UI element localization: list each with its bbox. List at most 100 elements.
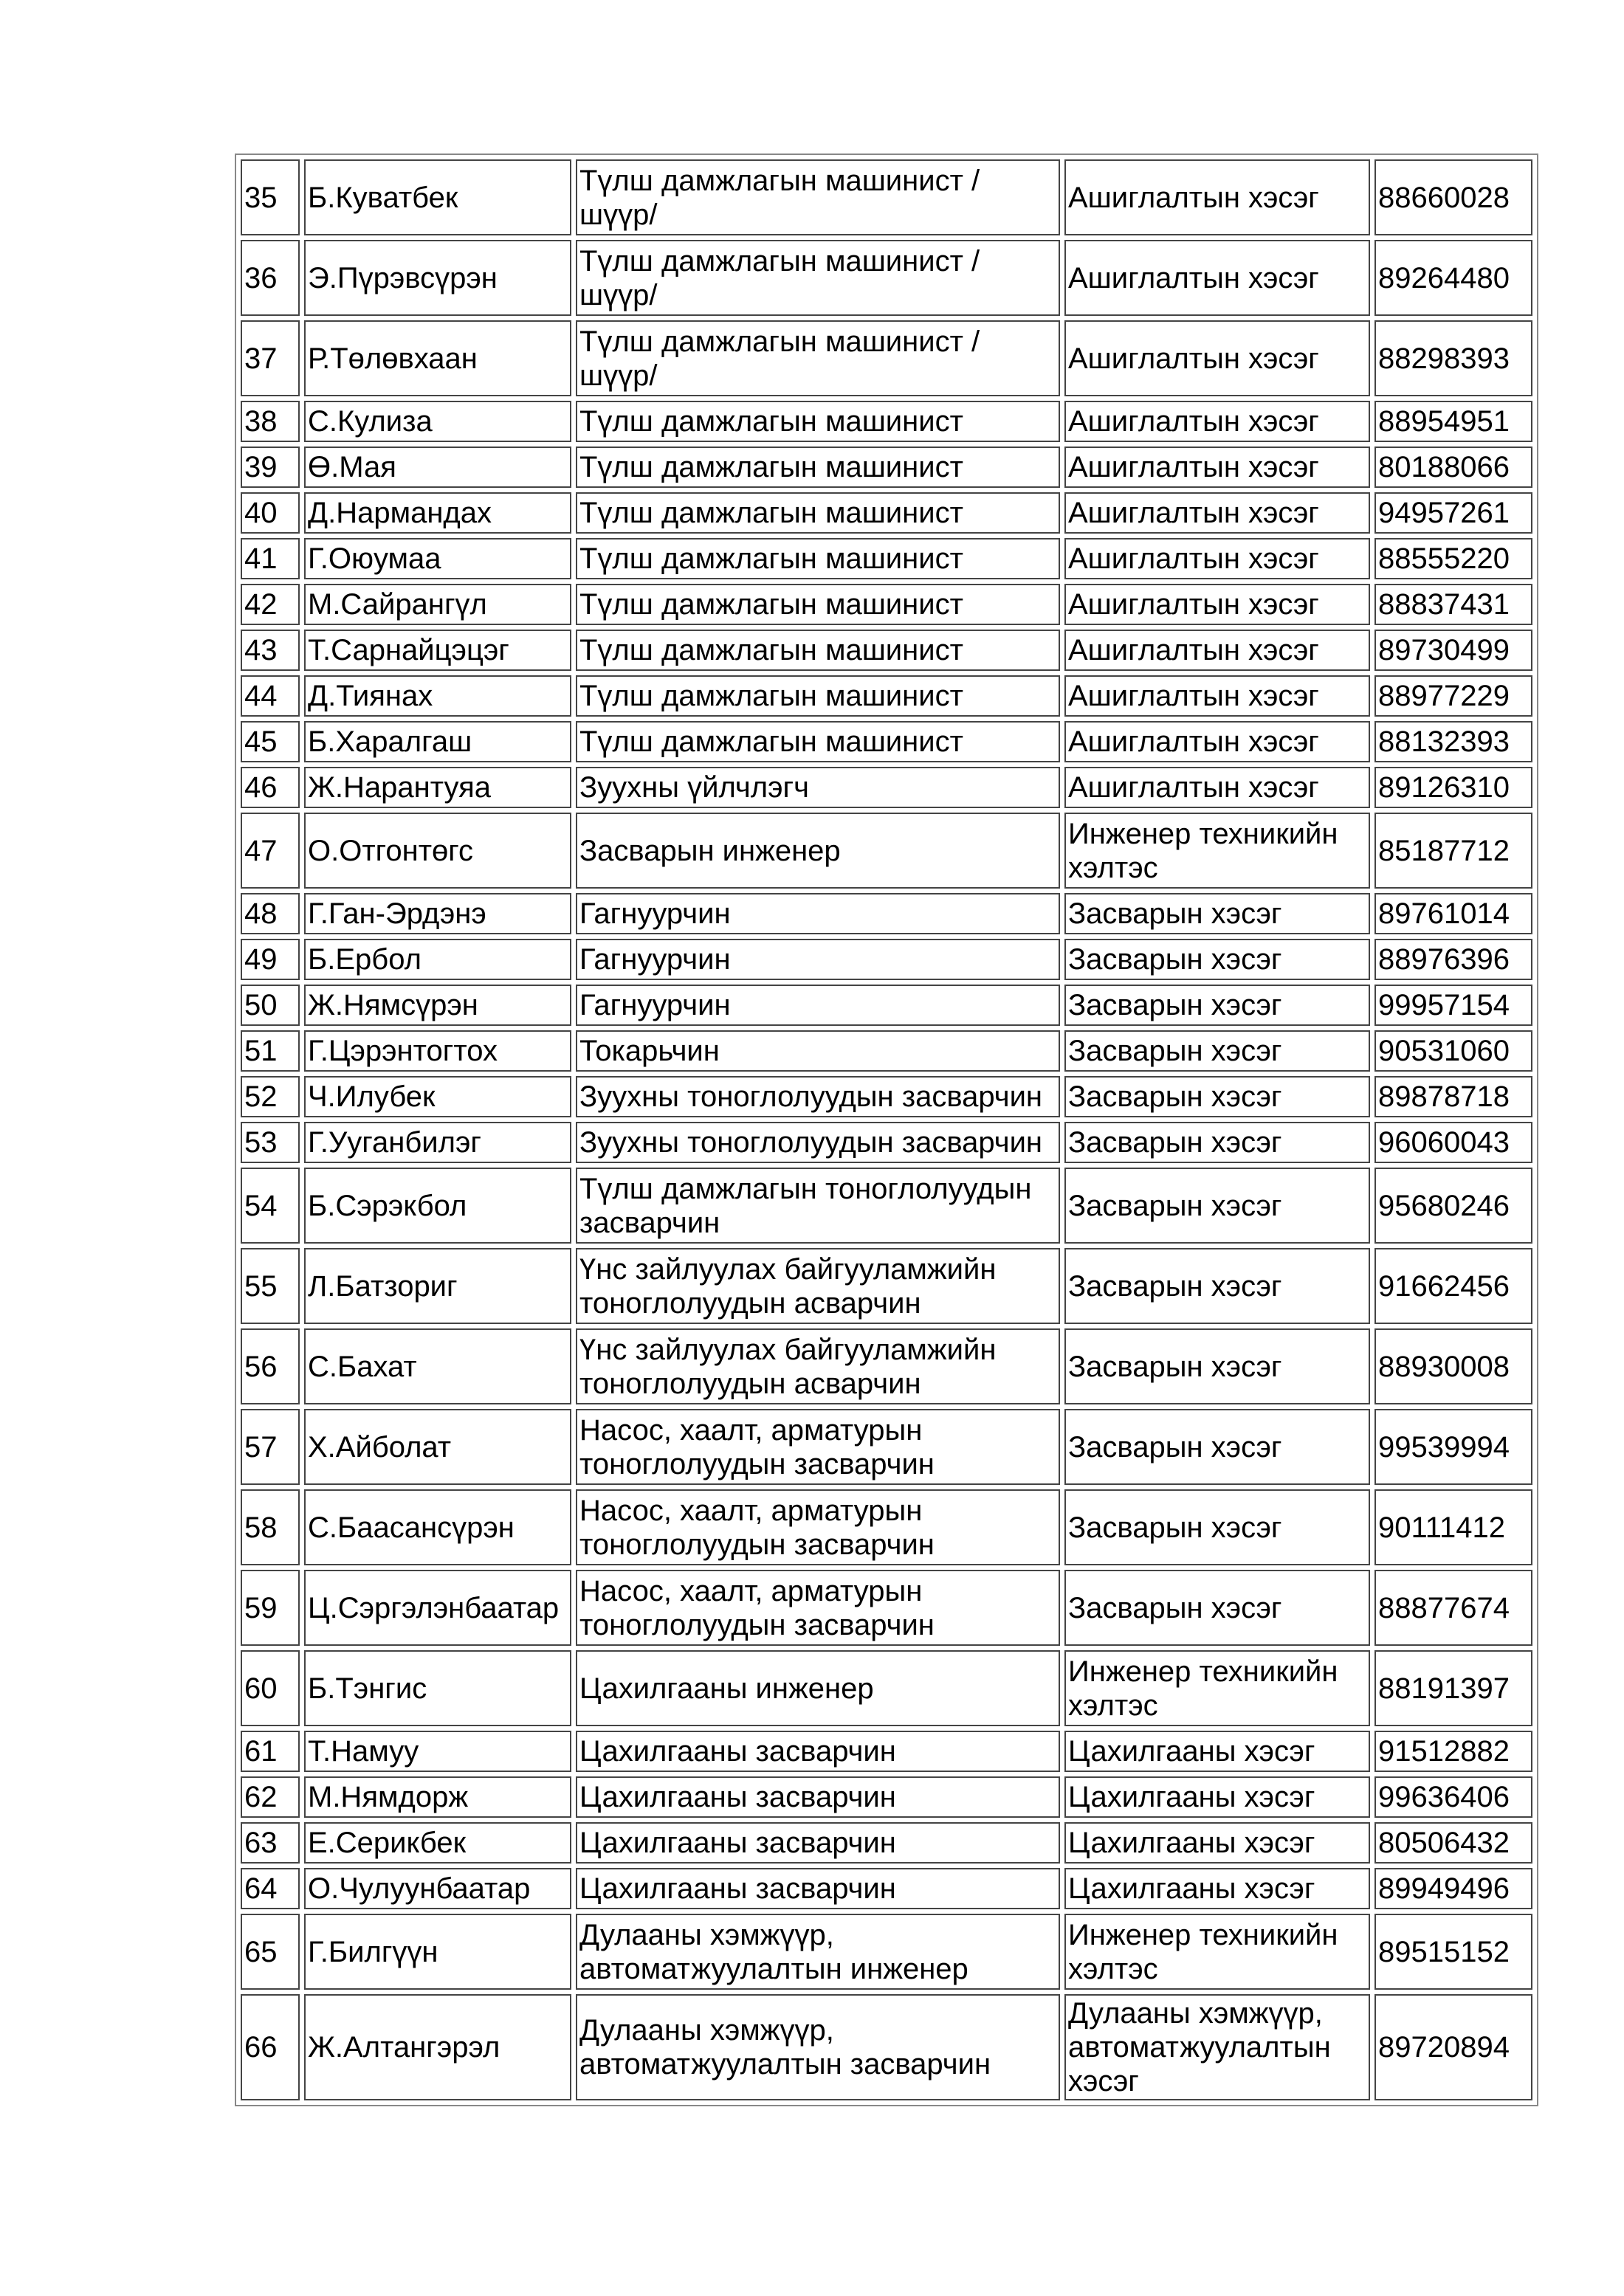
phone-number-cell: 89730499	[1374, 630, 1532, 671]
row-number-cell: 53	[241, 1122, 300, 1163]
employee-name-cell: Ө.Мая	[304, 447, 571, 488]
employee-name-cell: Г.Оюумаа	[304, 538, 571, 579]
table-row: 47 О.Отгонтөгс Засварын инженер Инженер тех…	[241, 813, 1532, 889]
phone-number-cell: 88191397	[1374, 1650, 1532, 1726]
job-position-cell: Зуухны тоноглолуудын засварчин	[576, 1122, 1060, 1163]
department-cell: Дулааны хэмжүүр, автоматжуулалтын хэсэг	[1064, 1994, 1370, 2100]
table-row: 51 Г.Цэрэнтогтох Токарьчин Засварын хэсэг 90…	[241, 1030, 1532, 1072]
job-position-cell: Түлш дамжлагын машинист	[576, 401, 1060, 442]
employee-name-cell: О.Отгонтөгс	[304, 813, 571, 889]
table-row: 53 Г.Ууганбилэг Зуухны тоноглолуудын засва…	[241, 1122, 1532, 1163]
employee-name-cell: Г.Ган-Эрдэнэ	[304, 893, 571, 934]
table-row: 43 Т.Сарнайцэцэг Түлш дамжлагын машинист Аш…	[241, 630, 1532, 671]
employee-name-cell: Л.Батзориг	[304, 1248, 571, 1324]
department-cell: Засварын хэсэг	[1064, 1409, 1370, 1485]
row-number-cell: 45	[241, 721, 300, 762]
phone-number-cell: 88132393	[1374, 721, 1532, 762]
table-row: 61 Т.Намуу Цахилгааны засварчин Цахилгааны …	[241, 1731, 1532, 1772]
department-cell: Ашиглалтын хэсэг	[1064, 721, 1370, 762]
employee-name-cell: Ц.Сэргэлэнбаатар	[304, 1570, 571, 1646]
row-number-cell: 61	[241, 1731, 300, 1772]
row-number-cell: 41	[241, 538, 300, 579]
job-position-cell: Дулааны хэмжүүр, автоматжуулалтын инжене…	[576, 1914, 1060, 1990]
table-row: 35 Б.Куватбек Түлш дамжлагын машинист /шүү…	[241, 159, 1532, 235]
employee-name-cell: Ж.Алтангэрэл	[304, 1994, 571, 2100]
department-cell: Ашиглалтын хэсэг	[1064, 240, 1370, 316]
row-number-cell: 49	[241, 939, 300, 980]
department-cell: Засварын хэсэг	[1064, 1030, 1370, 1072]
job-position-cell: Түлш дамжлагын машинист	[576, 447, 1060, 488]
job-position-cell: Үнс зайлуулах байгууламжийн тоноглолууды…	[576, 1248, 1060, 1324]
table-row: 62 М.Нямдорж Цахилгааны засварчин Цахилгаан…	[241, 1776, 1532, 1818]
table-row: 54 Б.Сэрэкбол Түлш дамжлагын тоноглолуудын…	[241, 1168, 1532, 1244]
table-row: 44 Д.Тиянах Түлш дамжлагын машинист Ашиглал…	[241, 675, 1532, 717]
job-position-cell: Түлш дамжлагын машинист	[576, 492, 1060, 534]
employee-name-cell: Ж.Нарантуяа	[304, 767, 571, 808]
phone-number-cell: 99957154	[1374, 985, 1532, 1026]
employee-name-cell: Х.Айболат	[304, 1409, 571, 1485]
job-position-cell: Түлш дамжлагын машинист	[576, 721, 1060, 762]
department-cell: Засварын хэсэг	[1064, 1122, 1370, 1163]
job-position-cell: Дулааны хэмжүүр, автоматжуулалтын засвар…	[576, 1994, 1060, 2100]
department-cell: Ашиглалтын хэсэг	[1064, 401, 1370, 442]
job-position-cell: Түлш дамжлагын машинист /шүүр/	[576, 320, 1060, 396]
phone-number-cell: 90531060	[1374, 1030, 1532, 1072]
phone-number-cell: 89264480	[1374, 240, 1532, 316]
table-row: 48 Г.Ган-Эрдэнэ Гагнуурчин Засварын хэсэг 89…	[241, 893, 1532, 934]
phone-number-cell: 96060043	[1374, 1122, 1532, 1163]
phone-number-cell: 80188066	[1374, 447, 1532, 488]
row-number-cell: 58	[241, 1489, 300, 1565]
phone-number-cell: 80506432	[1374, 1822, 1532, 1864]
job-position-cell: Токарьчин	[576, 1030, 1060, 1072]
table-row: 49 Б.Ербол Гагнуурчин Засварын хэсэг 8897639…	[241, 939, 1532, 980]
row-number-cell: 59	[241, 1570, 300, 1646]
phone-number-cell: 88877674	[1374, 1570, 1532, 1646]
row-number-cell: 62	[241, 1776, 300, 1818]
employee-name-cell: Б.Харалгаш	[304, 721, 571, 762]
department-cell: Ашиглалтын хэсэг	[1064, 320, 1370, 396]
phone-number-cell: 89515152	[1374, 1914, 1532, 1990]
job-position-cell: Цахилгааны засварчин	[576, 1731, 1060, 1772]
row-number-cell: 50	[241, 985, 300, 1026]
job-position-cell: Зуухны үйлчлэгч	[576, 767, 1060, 808]
table-row: 46 Ж.Нарантуяа Зуухны үйлчлэгч Ашиглалтын х…	[241, 767, 1532, 808]
employee-name-cell: Б.Куватбек	[304, 159, 571, 235]
employee-name-cell: С.Кулиза	[304, 401, 571, 442]
table-row: 52 Ч.Илубек Зуухны тоноглолуудын засварчин…	[241, 1076, 1532, 1117]
employee-name-cell: М.Сайрангүл	[304, 584, 571, 625]
table-row: 45 Б.Харалгаш Түлш дамжлагын машинист Ашигл…	[241, 721, 1532, 762]
phone-number-cell: 88976396	[1374, 939, 1532, 980]
phone-number-cell: 89126310	[1374, 767, 1532, 808]
row-number-cell: 36	[241, 240, 300, 316]
employee-name-cell: Д.Нармандах	[304, 492, 571, 534]
table-row: 55 Л.Батзориг Үнс зайлуулах байгууламжийн …	[241, 1248, 1532, 1324]
row-number-cell: 35	[241, 159, 300, 235]
department-cell: Инженер техникийн хэлтэс	[1064, 813, 1370, 889]
table-row: 41 Г.Оюумаа Түлш дамжлагын машинист Ашиглал…	[241, 538, 1532, 579]
row-number-cell: 63	[241, 1822, 300, 1864]
job-position-cell: Түлш дамжлагын машинист /шүүр/	[576, 240, 1060, 316]
department-cell: Инженер техникийн хэлтэс	[1064, 1650, 1370, 1726]
row-number-cell: 42	[241, 584, 300, 625]
department-cell: Засварын хэсэг	[1064, 1248, 1370, 1324]
table-row: 40 Д.Нармандах Түлш дамжлагын машинист Ашиг…	[241, 492, 1532, 534]
phone-number-cell: 95680246	[1374, 1168, 1532, 1244]
phone-number-cell: 88954951	[1374, 401, 1532, 442]
employee-name-cell: Б.Сэрэкбол	[304, 1168, 571, 1244]
department-cell: Ашиглалтын хэсэг	[1064, 447, 1370, 488]
employee-name-cell: Р.Төлөвхаан	[304, 320, 571, 396]
job-position-cell: Түлш дамжлагын машинист /шүүр/	[576, 159, 1060, 235]
row-number-cell: 38	[241, 401, 300, 442]
employee-name-cell: О.Чулуунбаатар	[304, 1868, 571, 1909]
table-row: 59 Ц.Сэргэлэнбаатар Насос, хаалт, арматуры…	[241, 1570, 1532, 1646]
employee-name-cell: Г.Билгүүн	[304, 1914, 571, 1990]
department-cell: Ашиглалтын хэсэг	[1064, 630, 1370, 671]
department-cell: Цахилгааны хэсэг	[1064, 1868, 1370, 1909]
employee-name-cell: С.Баасансүрэн	[304, 1489, 571, 1565]
table-row: 42 М.Сайрангүл Түлш дамжлагын машинист Ашиг…	[241, 584, 1532, 625]
employee-name-cell: Т.Намуу	[304, 1731, 571, 1772]
job-position-cell: Насос, хаалт, арматурын тоноглолуудын за…	[576, 1409, 1060, 1485]
job-position-cell: Түлш дамжлагын машинист	[576, 630, 1060, 671]
row-number-cell: 66	[241, 1994, 300, 2100]
phone-number-cell: 88837431	[1374, 584, 1532, 625]
